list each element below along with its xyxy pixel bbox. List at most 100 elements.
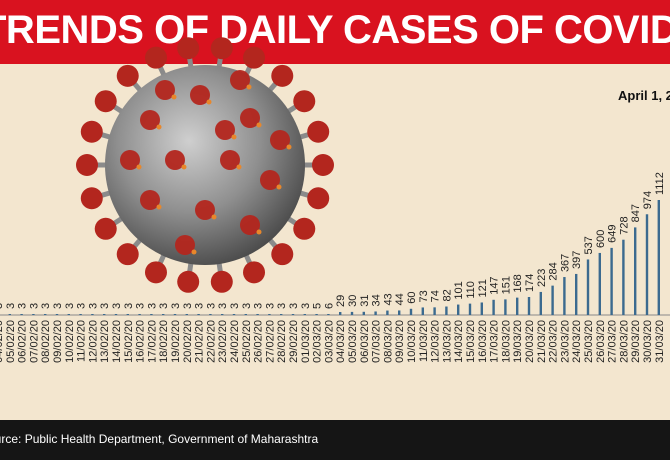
- bar: [291, 314, 295, 315]
- bar: [315, 314, 318, 315]
- value-label: 6: [323, 303, 335, 309]
- bar: [209, 314, 212, 315]
- bar: [91, 314, 94, 315]
- x-tick-label: 28/02/20: [276, 320, 288, 363]
- x-tick-label: 06/03/20: [359, 320, 371, 363]
- x-tick-label: 28/03/20: [618, 320, 630, 363]
- bar: [256, 314, 259, 315]
- value-label: 44: [394, 293, 406, 305]
- value-label: 3: [28, 303, 40, 309]
- bar: [468, 303, 472, 315]
- value-label: 121: [477, 279, 489, 297]
- bar: [150, 314, 153, 315]
- bar: [622, 239, 625, 315]
- bar: [67, 314, 70, 315]
- bar: [563, 277, 566, 315]
- x-tick-label: 09/03/20: [394, 320, 406, 363]
- value-label: 3: [64, 303, 76, 309]
- x-tick-label: 06/02/20: [17, 320, 29, 363]
- value-label: 3: [241, 303, 253, 309]
- bar: [32, 314, 35, 315]
- x-tick-label: 16/02/20: [135, 320, 147, 363]
- x-tick-label: 05/03/20: [347, 320, 359, 363]
- x-tick-label: 04/03/20: [335, 320, 347, 363]
- x-tick-label: 08/03/20: [382, 320, 394, 363]
- source-footer: Source: Public Health Department, Govern…: [0, 420, 670, 460]
- bar: [480, 302, 483, 315]
- value-label: 174: [524, 274, 536, 292]
- bar: [8, 314, 11, 315]
- bar: [244, 314, 247, 315]
- value-label: 3: [205, 303, 217, 309]
- value-label: 3: [135, 303, 147, 309]
- x-tick-label: 26/03/20: [595, 320, 607, 363]
- x-tick-label: 18/02/20: [158, 320, 170, 363]
- bar: [162, 314, 165, 315]
- bar: [362, 311, 365, 315]
- value-label: 3: [182, 303, 194, 309]
- value-label: 3: [5, 303, 17, 309]
- x-tick-label: 18/03/20: [500, 320, 512, 363]
- x-tick-label: 20/02/20: [182, 320, 194, 363]
- x-tick-label: 10/03/20: [406, 320, 418, 363]
- x-tick-label: 31/03/20: [654, 320, 666, 363]
- x-tick-label: 14/03/20: [453, 320, 465, 363]
- bar: [492, 299, 495, 315]
- x-tick-label: 11/02/20: [76, 320, 88, 362]
- bar: [197, 314, 200, 315]
- bar: [586, 259, 590, 315]
- bar: [598, 252, 601, 315]
- x-tick-label: 19/02/20: [170, 320, 182, 363]
- bar: [445, 306, 448, 315]
- bar: [280, 314, 283, 315]
- x-tick-label: 10/02/20: [64, 320, 76, 363]
- value-label: 3: [52, 303, 64, 309]
- x-tick-label: 02/03/20: [312, 320, 324, 363]
- value-label: 3: [40, 303, 52, 309]
- bar: [79, 314, 82, 315]
- value-label: 43: [382, 293, 394, 305]
- chart-title: TRENDS OF DAILY CASES OF COVID-19 IN IND…: [0, 8, 670, 52]
- x-tick-label: 21/03/20: [536, 320, 548, 363]
- value-label: 3: [194, 303, 206, 309]
- x-tick-label: 07/03/20: [371, 320, 383, 363]
- bar: [138, 314, 141, 315]
- bar: [645, 214, 649, 315]
- x-tick-label: 12/02/20: [87, 320, 99, 363]
- x-tick-label: 15/02/20: [123, 320, 135, 363]
- value-label: 3: [170, 303, 182, 309]
- bar: [268, 314, 271, 315]
- bar: [457, 304, 460, 315]
- value-label: 110: [465, 281, 477, 299]
- bar: [20, 314, 23, 315]
- x-tick-label: 14/02/20: [111, 320, 123, 363]
- x-tick-label: 25/02/20: [241, 320, 253, 363]
- x-tick-label: 23/03/20: [559, 320, 571, 363]
- bar: [657, 200, 660, 315]
- x-tick-label: 05/02/20: [5, 320, 17, 363]
- value-label: 3: [158, 303, 170, 309]
- value-label: 1112: [654, 172, 666, 195]
- value-label: 3: [276, 303, 288, 309]
- bar: [516, 297, 519, 315]
- value-label: 3: [17, 303, 29, 309]
- bar: [114, 314, 118, 315]
- value-label: 600: [595, 230, 607, 248]
- x-tick-label: 21/02/20: [194, 320, 206, 363]
- value-label: 3: [288, 303, 300, 309]
- bar: [504, 299, 507, 315]
- bar: [634, 227, 637, 315]
- x-tick-label: 25/03/20: [583, 320, 595, 363]
- x-tick-label: 30/03/20: [642, 320, 654, 363]
- bar: [350, 311, 354, 315]
- bar: [232, 314, 236, 315]
- bar: [173, 314, 177, 315]
- x-tick-label: 04/02/20: [0, 320, 5, 363]
- x-tick-label: 03/03/20: [323, 320, 335, 363]
- value-label: 151: [500, 276, 512, 294]
- value-label: 847: [630, 204, 642, 222]
- value-label: 3: [229, 303, 241, 309]
- bar: [610, 247, 613, 315]
- bar: [327, 314, 330, 315]
- value-label: 3: [0, 303, 5, 309]
